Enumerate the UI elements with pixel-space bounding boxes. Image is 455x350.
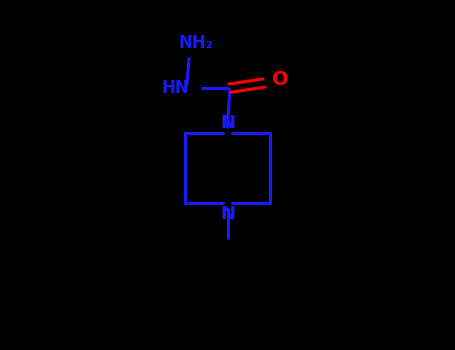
Text: HN: HN: [162, 79, 189, 97]
Text: O: O: [272, 70, 289, 89]
Text: N: N: [220, 204, 235, 223]
Text: N: N: [220, 114, 235, 132]
Text: NH₂: NH₂: [178, 34, 213, 52]
